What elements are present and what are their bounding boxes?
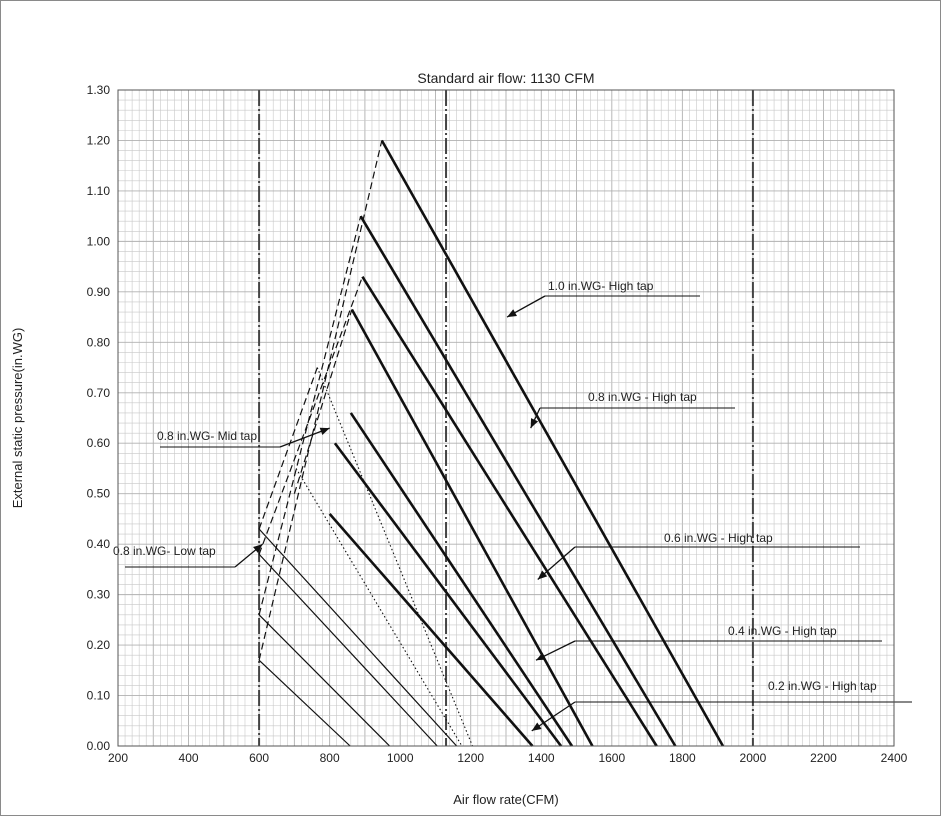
y-tick-label: 1.10 — [87, 184, 111, 198]
curve-thick — [359, 215, 677, 747]
annotation-arrowhead — [531, 722, 542, 731]
chart-title: Standard air flow: 1130 CFM — [417, 70, 594, 86]
y-tick-label: 1.00 — [87, 234, 111, 248]
annotation-arrowhead — [507, 309, 518, 318]
x-tick-label: 400 — [179, 751, 199, 765]
curve-dashed — [258, 367, 318, 530]
x-tick-label: 1400 — [528, 751, 555, 765]
x-tick-label: 1200 — [457, 751, 484, 765]
curve-thin — [258, 528, 458, 747]
annotation-label: 1.0 in.WG- High tap — [548, 279, 654, 293]
curve-thick — [328, 513, 534, 747]
annotation-label: 0.4 in.WG - High tap — [728, 624, 837, 638]
curve-dashed — [293, 309, 353, 494]
annotation-label: 0.8 in.WG- Low tap — [113, 544, 216, 558]
y-tick-label: 0.20 — [87, 638, 111, 652]
curve-dotted — [295, 468, 463, 747]
annotation-arrowhead — [530, 418, 539, 429]
curve-dashed — [258, 276, 364, 555]
curve-thick — [333, 442, 563, 747]
x-tick-label: 1800 — [669, 751, 696, 765]
x-tick-label: 200 — [108, 751, 128, 765]
curve-thick — [349, 412, 574, 747]
curve-thin — [258, 659, 351, 747]
annotations: 1.0 in.WG- High tap 0.8 in.WG - High tap 0… — [113, 279, 912, 732]
curve-dashed — [258, 216, 362, 615]
curve-thin — [258, 553, 438, 747]
y-tick-label: 0.50 — [87, 487, 111, 501]
y-axis-label: External static pressure(in.WG) — [10, 328, 25, 509]
x-tick-label: 600 — [249, 751, 269, 765]
x-tick-label: 2400 — [881, 751, 908, 765]
y-tick-label: 0.30 — [87, 588, 111, 602]
y-tick-label: 1.20 — [87, 133, 111, 147]
y-tick-label: 0.90 — [87, 285, 111, 299]
y-tick-label: 1.30 — [87, 83, 111, 97]
y-tick-label: 0.40 — [87, 537, 111, 551]
curves — [258, 139, 725, 747]
curve-thick — [350, 308, 594, 747]
curve-thick — [361, 276, 658, 747]
y-tick-label: 0.70 — [87, 386, 111, 400]
x-tick-label: 2000 — [740, 751, 767, 765]
annotation-arrowhead — [319, 427, 330, 436]
y-tick-label: 0.00 — [87, 739, 111, 753]
annotation-arrowhead — [535, 652, 546, 661]
curve-thin — [258, 614, 391, 747]
grid — [117, 89, 895, 747]
curve-dotted — [316, 367, 473, 747]
tick-labels: 200 400 600 800 1000 1200 1400 1600 1800 2000 2200… — [87, 83, 908, 765]
y-tick-label: 0.80 — [87, 335, 111, 349]
plot-border — [117, 89, 895, 747]
x-tick-label: 1600 — [598, 751, 625, 765]
x-axis-label: Air flow rate(CFM) — [453, 792, 558, 807]
annotation-arrowhead — [253, 544, 263, 554]
annotation-label: 0.6 in.WG - High tap — [664, 531, 773, 545]
annotation-label: 0.8 in.WG- Mid tap — [157, 429, 257, 443]
curve-thick — [380, 139, 725, 747]
y-tick-label: 0.10 — [87, 689, 111, 703]
reference-lines — [258, 90, 754, 746]
curve-dashed — [258, 140, 383, 661]
x-tick-label: 1000 — [387, 751, 414, 765]
annotation-label: 0.8 in.WG - High tap — [588, 390, 697, 404]
y-tick-label: 0.60 — [87, 436, 111, 450]
annotation-label: 0.2 in.WG - High tap — [768, 679, 877, 693]
x-tick-label: 800 — [320, 751, 340, 765]
annotation-arrowhead — [537, 570, 548, 580]
x-tick-label: 2200 — [810, 751, 837, 765]
